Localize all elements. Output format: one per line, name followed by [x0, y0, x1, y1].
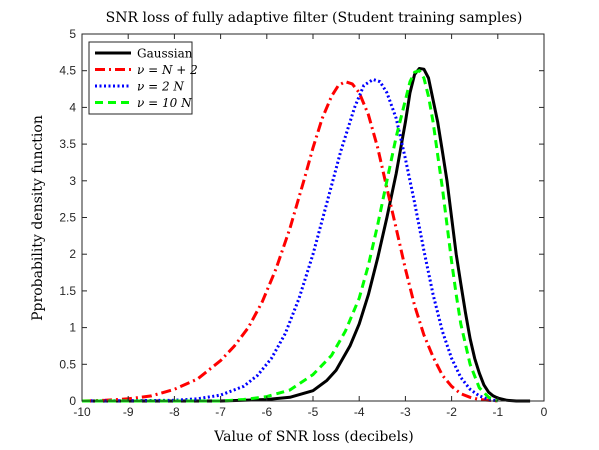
y-tick-label: 3.5	[59, 137, 76, 151]
y-tick-label: 3	[69, 174, 76, 188]
legend-label-1: ν = N + 2	[137, 63, 198, 77]
x-tick-label: -10	[73, 405, 91, 419]
x-tick-label: 0	[541, 405, 548, 419]
y-tick-label: 1.5	[59, 284, 76, 298]
x-tick-label: -6	[261, 405, 272, 419]
x-tick-label: -1	[492, 405, 503, 419]
x-tick-label: -4	[354, 405, 365, 419]
legend-label-3: ν = 10 N	[137, 96, 192, 110]
x-tick-label: -2	[446, 405, 457, 419]
chart-title: SNR loss of fully adaptive filter (Stude…	[106, 10, 523, 26]
y-tick-label: 2.5	[59, 211, 76, 225]
y-tick-label: 4.5	[59, 64, 76, 78]
x-tick-label: -9	[123, 405, 134, 419]
legend-label-2: ν = 2 N	[137, 80, 184, 94]
y-tick-label: 5	[69, 27, 76, 41]
x-tick-label: -7	[215, 405, 226, 419]
legend: Gaussian ν = N + 2 ν = 2 N ν = 10 N	[88, 41, 198, 115]
y-axis-label: Pprobability density function	[30, 115, 46, 321]
y-tick-label: 4	[69, 100, 76, 114]
series-line-0	[82, 67, 531, 403]
x-tick-label: -5	[308, 405, 319, 419]
legend-label-0: Gaussian	[137, 47, 193, 61]
y-tick-label: 0	[69, 394, 76, 408]
x-tick-label: -3	[400, 405, 411, 419]
series-line-3	[82, 69, 499, 403]
y-tick-label: 0.5	[59, 357, 76, 371]
x-axis-label: Value of SNR loss (decibels)	[213, 429, 413, 445]
y-tick-label: 1	[69, 321, 76, 335]
x-tick-label: -8	[169, 405, 180, 419]
y-tick-label: 2	[69, 247, 76, 261]
plot-area: -10 -9 -8 -7 -6 -5 -4 -3 -2 -1 000.511.522.533.544…	[59, 27, 547, 419]
